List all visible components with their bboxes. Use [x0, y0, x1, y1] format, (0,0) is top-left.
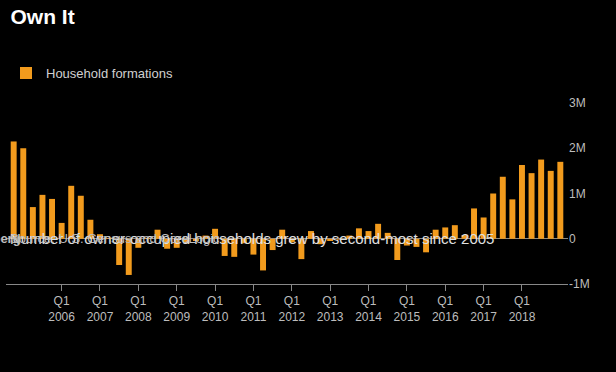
svg-text:Bloomberg: Bloomberg — [0, 231, 21, 246]
svg-text:Q12016: Q12016 — [432, 294, 459, 324]
svg-text:3M: 3M — [569, 96, 586, 110]
svg-text:Number of owner-occupied house: Number of owner-occupied households grew… — [10, 230, 494, 247]
svg-text:Source: U.S. Census and CoreLo: Source: U.S. Census and CoreLogic — [10, 231, 220, 246]
svg-text:Q12007: Q12007 — [87, 294, 114, 324]
svg-text:2M: 2M — [569, 141, 586, 155]
svg-text:Q12006: Q12006 — [48, 294, 75, 324]
svg-text:Q12018: Q12018 — [509, 294, 536, 324]
svg-text:-1M: -1M — [569, 277, 590, 291]
svg-text:Q12015: Q12015 — [394, 294, 421, 324]
svg-text:0: 0 — [569, 232, 576, 246]
svg-text:Own It: Own It — [10, 5, 74, 28]
svg-text:Q12010: Q12010 — [202, 294, 229, 324]
svg-text:Q12008: Q12008 — [125, 294, 152, 324]
svg-text:Q12017: Q12017 — [470, 294, 497, 324]
svg-text:Q12012: Q12012 — [278, 294, 305, 324]
svg-text:Q12009: Q12009 — [163, 294, 190, 324]
svg-text:Q12011: Q12011 — [241, 294, 267, 324]
svg-text:Household formations: Household formations — [46, 66, 173, 81]
svg-text:Q12014: Q12014 — [355, 294, 382, 324]
svg-text:1M: 1M — [569, 187, 586, 201]
svg-text:Q12013: Q12013 — [317, 294, 344, 324]
